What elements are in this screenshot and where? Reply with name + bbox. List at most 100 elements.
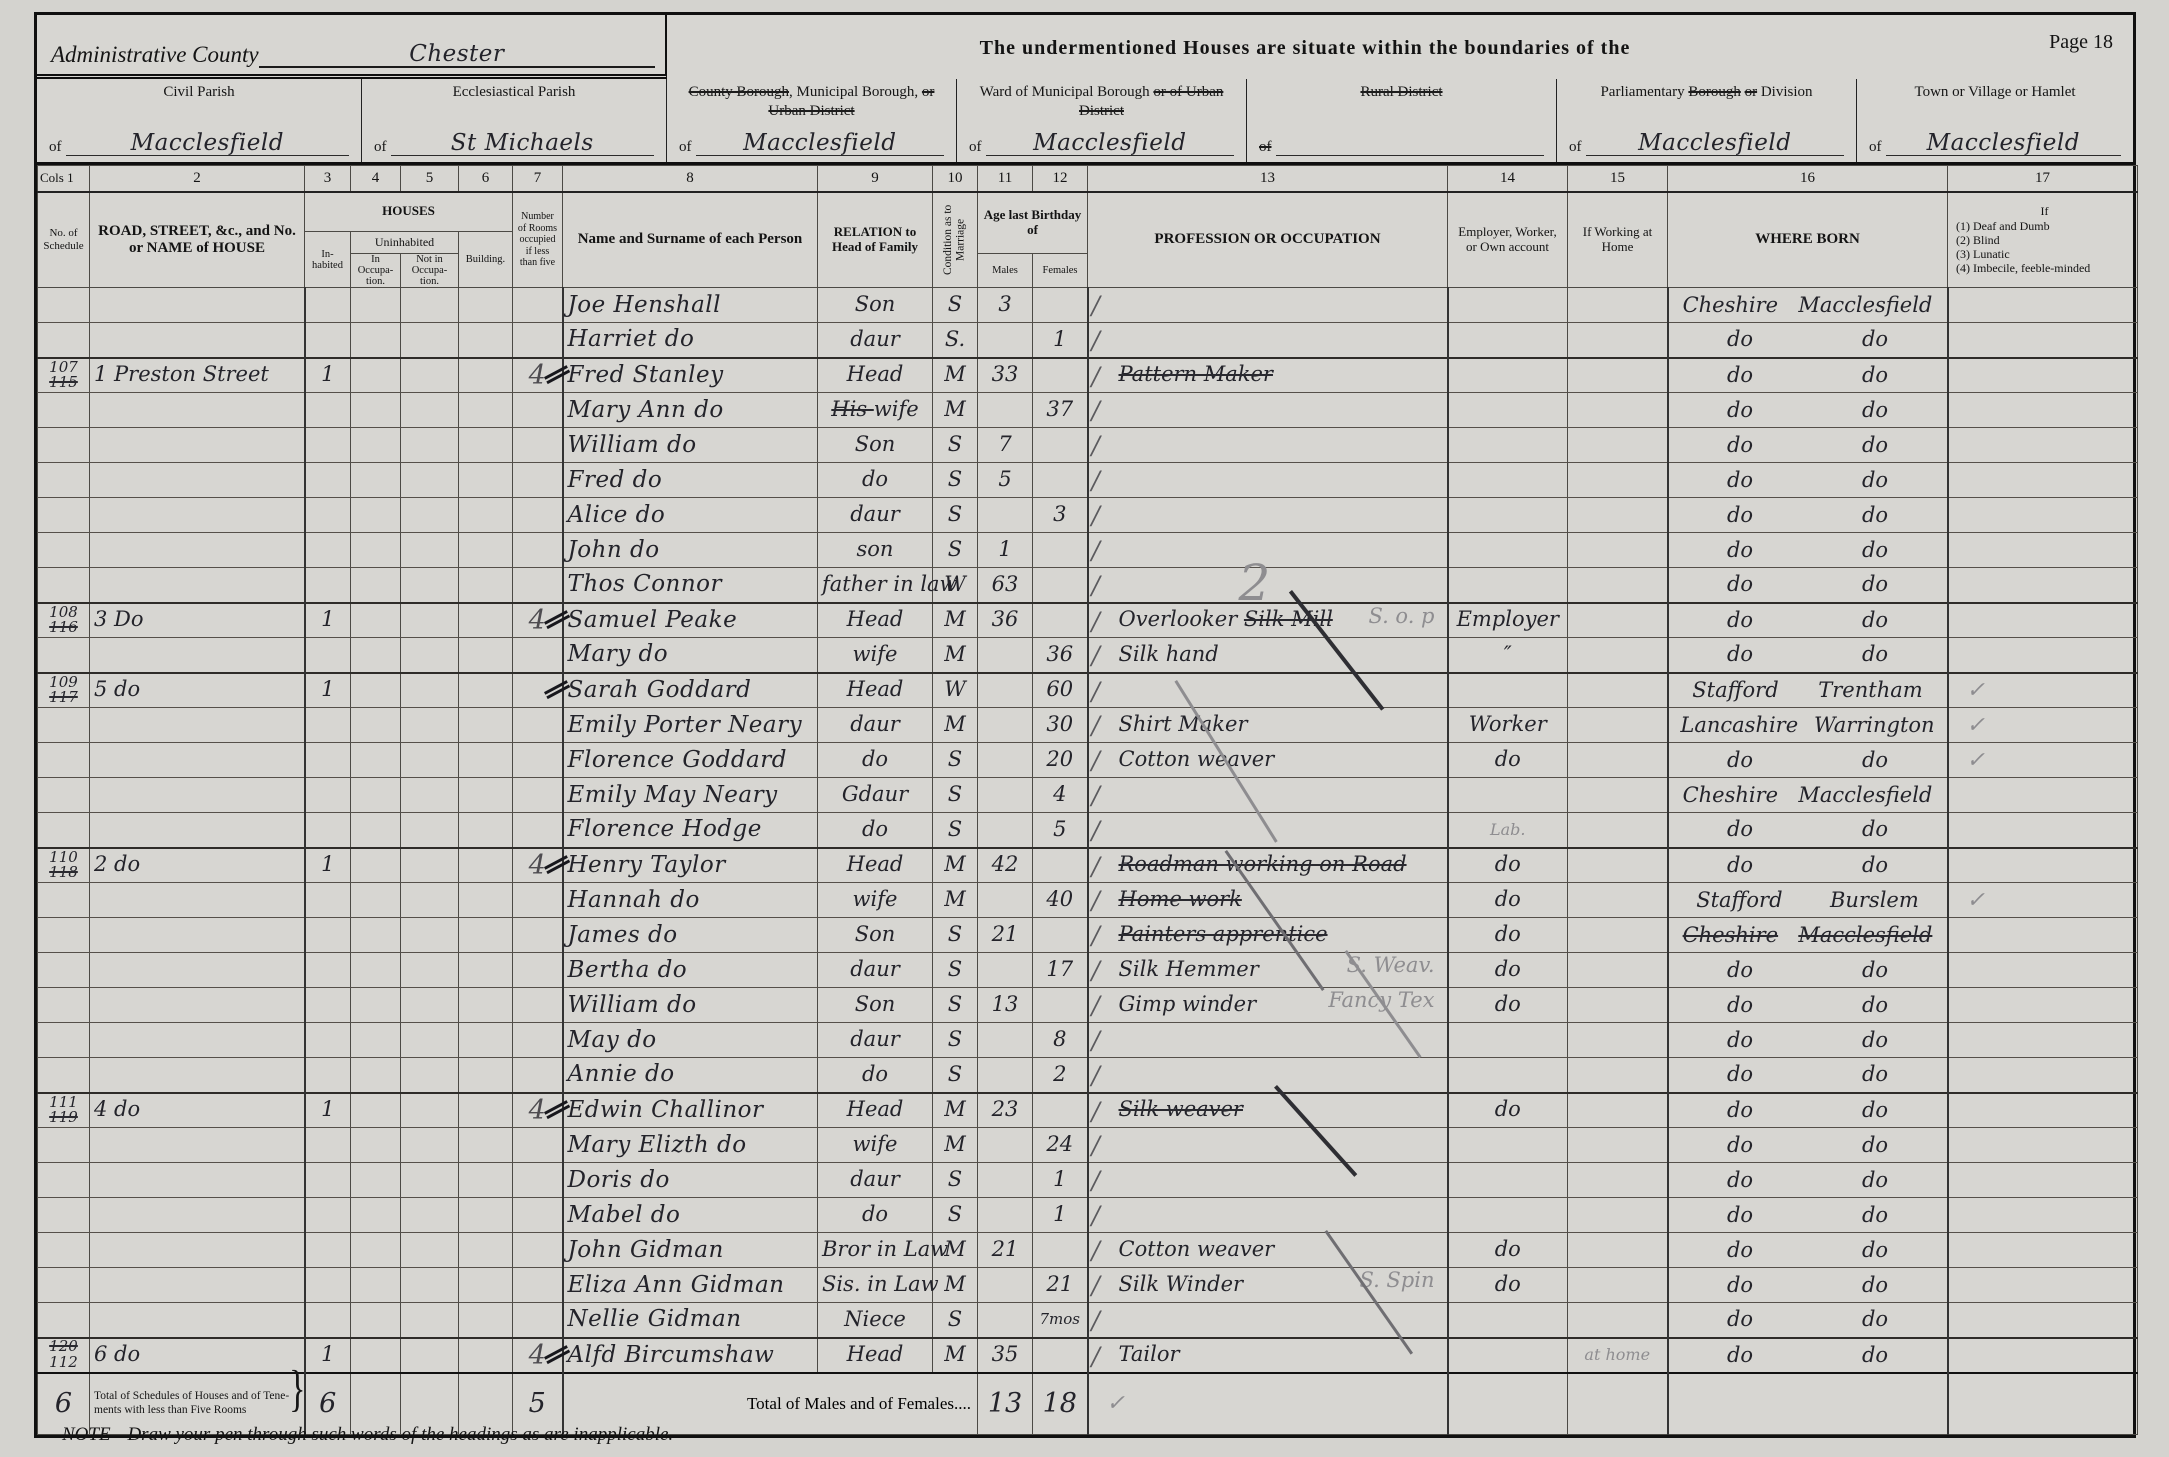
district-title-text: Civil Parish	[163, 84, 235, 100]
cell-building	[458, 1022, 513, 1059]
totals-label: Total of Schedules of Houses and of Tene…	[89, 1361, 306, 1436]
relation-text: daur	[850, 502, 900, 527]
cell-rooms	[512, 532, 563, 569]
cell-relation: Head	[817, 1336, 933, 1374]
cell-inhabited	[303, 742, 351, 779]
born-place: do	[1861, 1342, 1889, 1367]
cell-relation: do	[817, 812, 933, 849]
cell-not-in-occupation	[400, 392, 459, 429]
col-num-12: 12	[1032, 165, 1088, 193]
cell-schedule	[37, 777, 90, 814]
person-name: Alfd Bircumshaw	[567, 1341, 775, 1368]
cell-building	[458, 601, 513, 639]
cell-schedule: 109 117	[37, 671, 90, 709]
condition-text: S	[947, 1027, 963, 1052]
cell-age-female	[1032, 462, 1088, 499]
table-row: Florence Goddard do S 20/Cotton weaver do do d…	[37, 742, 2138, 779]
cell-where-born: do do	[1666, 1302, 1948, 1339]
district-value-line: Macclesfield	[695, 132, 944, 156]
employer-text: do	[1494, 1237, 1521, 1262]
profession-text: Silk weaver	[1119, 1099, 1243, 1120]
cell-inhabited	[303, 1267, 351, 1304]
of-label: of	[1569, 139, 1582, 155]
person-name: Mabel do	[567, 1201, 681, 1228]
cell-relation: Niece	[817, 1302, 933, 1339]
administrative-county-label: Administrative County	[51, 42, 259, 67]
cell-not-in-occupation	[400, 952, 459, 989]
col-num-3: 3	[304, 165, 351, 193]
cell-profession: / Silk hand	[1086, 637, 1448, 674]
age-male-value: 63	[991, 571, 1019, 596]
cell-employer	[1446, 532, 1568, 569]
cell-in-occupation	[350, 777, 401, 814]
cell-where-born: Cheshire Macclesfield	[1666, 917, 1948, 954]
profession-text: Silk Winder	[1119, 1274, 1244, 1295]
cell-schedule	[37, 1057, 90, 1094]
cell-name: John do	[561, 532, 818, 569]
district-title-text: Rural District	[1360, 84, 1443, 100]
inhabited-mark: 1	[321, 362, 335, 387]
relation-text: Gdaur	[841, 782, 909, 807]
cell-working-at-home	[1567, 952, 1668, 989]
cell-age-male	[977, 952, 1033, 989]
profession-part: Silk hand	[1118, 641, 1219, 666]
relation-text: father in law	[822, 571, 958, 596]
table-row: 108 116 3 Do 1 4 ∥ Samuel Peake Head M 36/Overloo…	[37, 601, 2138, 639]
cell-address	[89, 462, 305, 499]
employer-text: do	[1494, 1272, 1521, 1297]
address-text: 2 do	[94, 852, 141, 877]
schedule-old: 116	[49, 618, 78, 637]
totals-check: ✓	[1086, 1371, 1448, 1436]
table-row: William do Son S 13/Gimp winder Fancy Tex do d…	[37, 987, 2138, 1024]
profession-part: Tailor	[1118, 1342, 1180, 1367]
col-num-13: 13	[1087, 165, 1448, 193]
cell-profession: /	[1086, 1162, 1448, 1199]
table-row: Harriet do daur S. 1 / do do	[37, 322, 2138, 359]
cell-rooms	[512, 987, 563, 1024]
cell-not-in-occupation	[400, 1127, 459, 1164]
cell-relation: Son	[817, 427, 933, 464]
cell-age-male	[977, 1057, 1033, 1094]
cell-employer: Lab.	[1446, 812, 1568, 849]
cell-inhabited	[303, 952, 351, 989]
cell-condition: M	[932, 1267, 978, 1304]
where-born-text: Stafford Burslem	[1673, 889, 1943, 911]
cell-age-female	[1032, 601, 1088, 639]
cell-schedule	[37, 952, 90, 989]
cell-name: William do	[561, 987, 818, 1024]
cell-name: ∥ Edwin Challinor	[541, 1091, 818, 1129]
born-place: do	[1861, 607, 1889, 632]
born-place: do	[1861, 572, 1889, 597]
profession-text: Tailor	[1119, 1344, 1180, 1365]
cell-not-in-occupation	[400, 497, 459, 534]
cell-not-in-occupation	[400, 462, 459, 499]
person-name: Edwin Challinor	[567, 1096, 764, 1123]
cell-inhabited	[303, 882, 351, 919]
cell-in-occupation	[350, 1267, 401, 1304]
col-num-8: 8	[562, 165, 818, 193]
cell-age-male	[977, 742, 1033, 779]
cell-in-occupation	[350, 846, 401, 884]
col-num-5: 5	[400, 165, 459, 193]
cell-where-born: Lancashire Warrington	[1666, 707, 1948, 744]
cell-address: 5 do	[89, 671, 305, 709]
condition-text: S	[947, 502, 963, 527]
cell-building	[458, 987, 513, 1024]
pencil-check-mark: ✓	[1966, 747, 1985, 773]
cell-age-female	[1032, 356, 1088, 394]
cell-employer: ″	[1446, 637, 1568, 674]
age-female-value: 17	[1046, 957, 1074, 982]
cell-profession: / Cotton weaver	[1086, 742, 1448, 779]
cell-profession: / Gimp winder Fancy Tex	[1086, 987, 1448, 1024]
born-county: do	[1726, 1097, 1754, 1122]
cell-rooms	[512, 637, 563, 674]
cell-name: Eliza Ann Gidman	[561, 1267, 818, 1304]
cell-condition: M	[932, 846, 978, 884]
cell-inhabited: 1	[303, 1336, 351, 1374]
cell-infirmities	[1946, 637, 2138, 674]
profession-part: Roadman working on Road	[1118, 852, 1407, 877]
cell-condition: W	[932, 671, 978, 709]
condition-text: M	[944, 1342, 966, 1367]
cell-infirmities	[1946, 532, 2138, 569]
cell-where-born: do do	[1666, 392, 1948, 429]
